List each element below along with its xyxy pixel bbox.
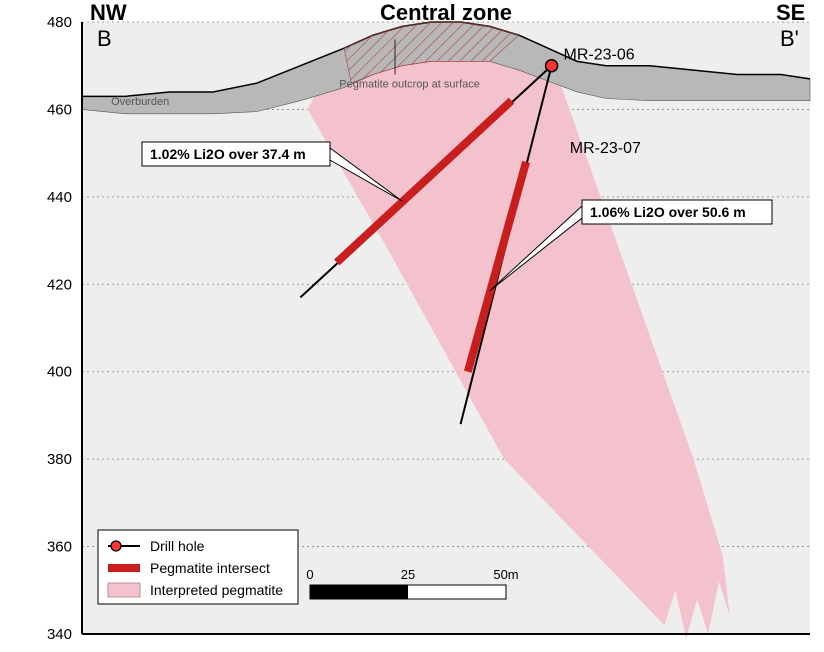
drill-label-2: MR-23-07: [570, 140, 641, 157]
y-tick-label: 340: [47, 626, 72, 643]
se-label: SE: [776, 0, 805, 25]
y-tick-label: 400: [47, 364, 72, 381]
y-tick-label: 460: [47, 101, 72, 118]
scalebar-seg: [310, 585, 408, 599]
scalebar-label: 25: [401, 567, 415, 582]
legend-icon: [108, 583, 140, 597]
legend-label: Pegmatite intersect: [150, 560, 270, 576]
b-label: B: [97, 26, 112, 51]
legend-label: Interpreted pegmatite: [150, 582, 283, 598]
y-tick-label: 380: [47, 451, 72, 468]
nw-label: NW: [90, 0, 127, 25]
drill-collar: [546, 60, 558, 72]
scalebar-label: 50m: [493, 567, 518, 582]
bprime-label: B': [780, 26, 799, 51]
legend-label: Drill hole: [150, 538, 205, 554]
overburden-label: Overburden: [111, 96, 169, 108]
y-tick-label: 440: [47, 189, 72, 206]
chart-title: Central zone: [380, 0, 512, 25]
callout-text: 1.02% Li2O over 37.4 m: [150, 146, 306, 162]
y-tick-label: 480: [47, 14, 72, 31]
y-tick-label: 360: [47, 539, 72, 556]
drill-label-1: MR-23-06: [564, 47, 635, 64]
legend-icon: [111, 541, 121, 551]
outcrop-label: Pegmatite outcrop at surface: [339, 79, 480, 91]
scalebar-label: 0: [306, 567, 313, 582]
y-tick-label: 420: [47, 276, 72, 293]
legend-icon: [108, 564, 140, 572]
callout-text: 1.06% Li2O over 50.6 m: [590, 204, 746, 220]
